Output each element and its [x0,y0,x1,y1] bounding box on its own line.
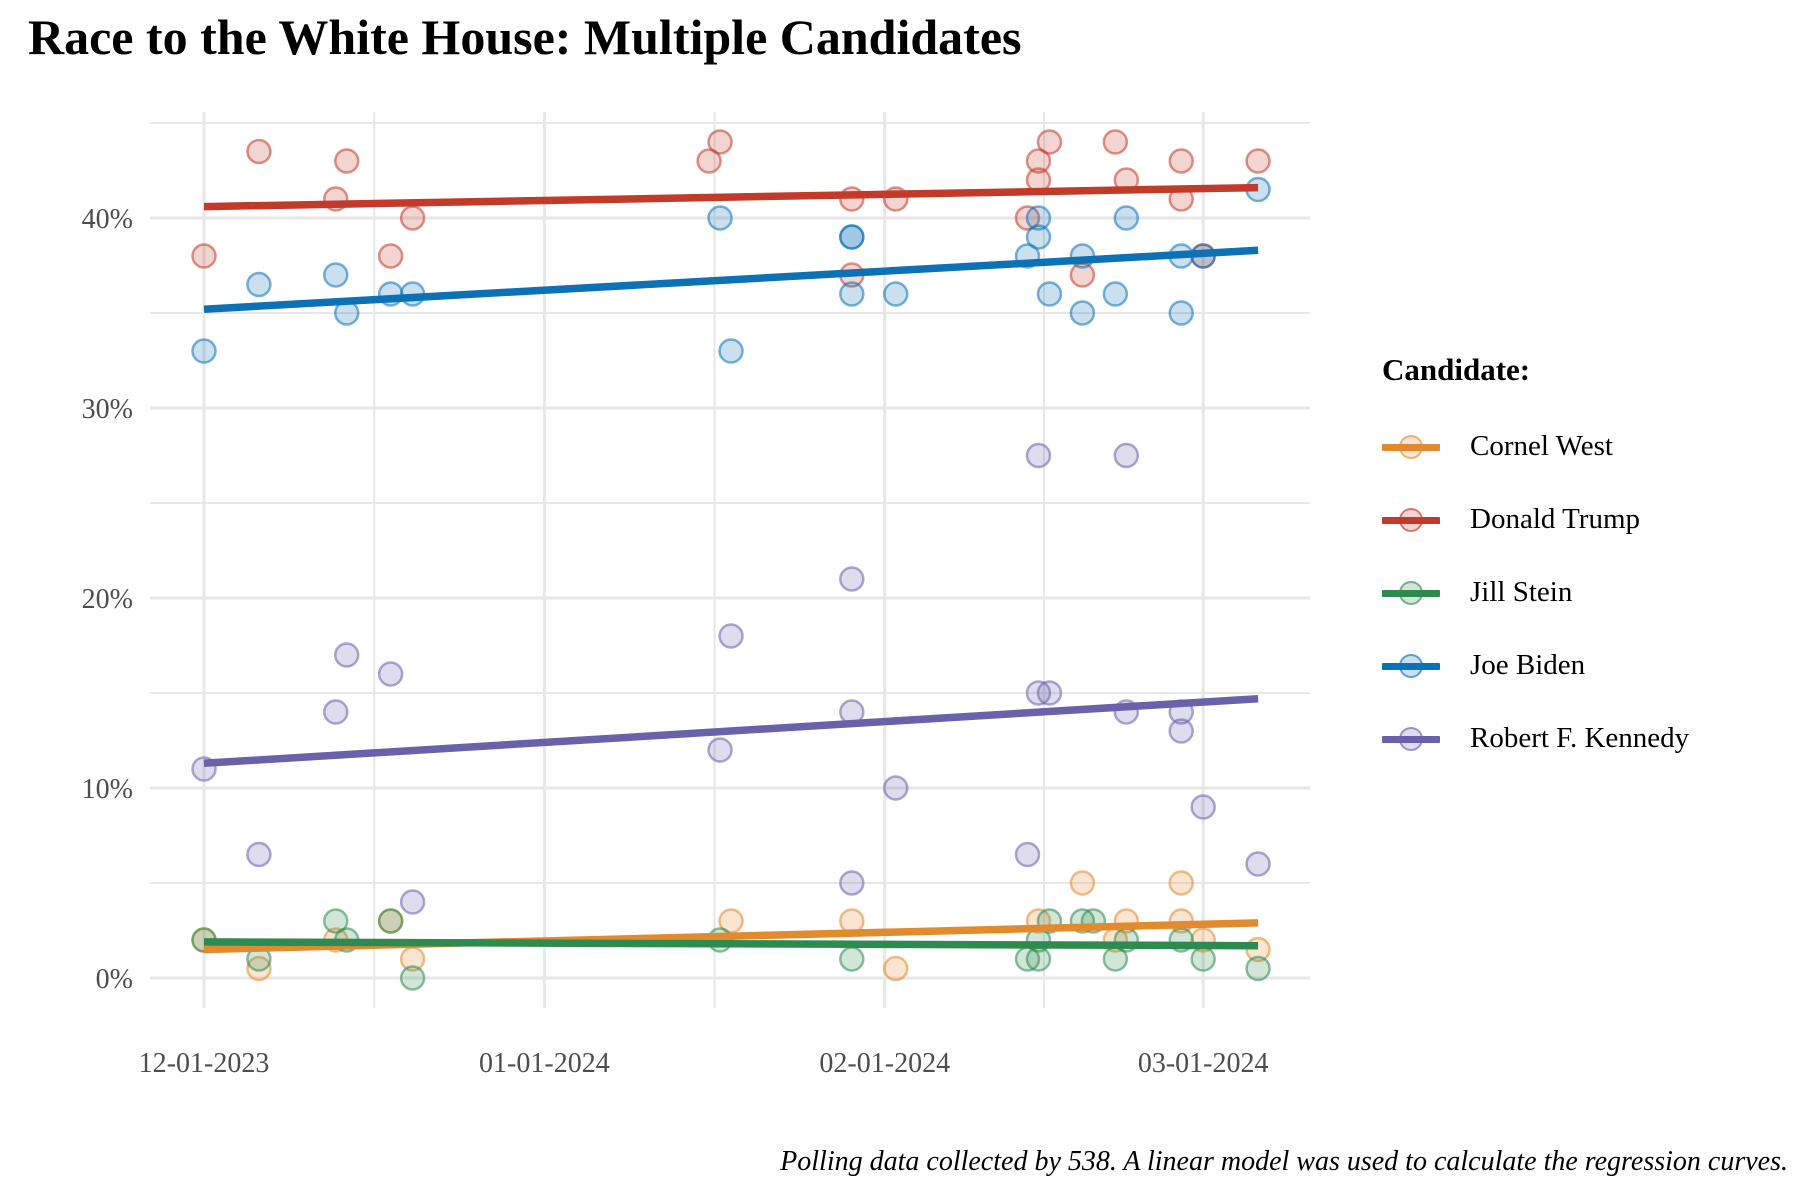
series-points-donald-trump [191,129,1271,288]
y-tick-label: 40% [82,204,133,235]
legend-item-label: Jill Stein [1470,576,1573,608]
y-tick-label: 10% [82,774,133,805]
y-tick-label: 0% [96,964,133,995]
series-points-jill-stein [191,908,1271,991]
chart-caption: Polling data collected by 538. A linear … [780,1146,1788,1177]
legend-item-label: Joe Biden [1470,649,1586,681]
legend-key-icon [1382,726,1440,752]
trend-line-joe-biden [203,246,1259,313]
x-tick-label: 02-01-2024 [819,1048,950,1079]
x-tick-label: 03-01-2024 [1138,1048,1269,1079]
legend-item-label: Robert F. Kennedy [1470,722,1690,754]
legend-key-icon [1382,580,1440,606]
legend-key-icon [1382,653,1440,679]
trend-line-robert-f-kennedy [203,694,1259,768]
chart-legend: Candidate: Cornel West Donald Trump Jill… [1382,352,1792,775]
legend-item: Donald Trump [1382,483,1792,556]
gridlines [150,112,1310,1008]
legend-key-icon [1382,507,1440,533]
legend-item-label: Cornel West [1470,430,1613,462]
poll-trend-chart: 0% 10% 20% 30% 40% 12-01-2023 01-01-2024 02-01-… [82,112,1310,1079]
legend-title: Candidate: [1382,352,1531,387]
legend-item: Joe Biden [1382,629,1792,702]
legend-item-label: Donald Trump [1470,503,1641,535]
y-tick-label: 30% [82,394,133,425]
x-tick-label: 01-01-2024 [479,1048,610,1079]
page-title: Race to the White House: Multiple Candid… [28,9,1022,65]
x-tick-label: 12-01-2023 [139,1048,270,1079]
trend-line-donald-trump [203,183,1259,211]
legend-item: Robert F. Kennedy [1382,702,1792,775]
legend-item: Jill Stein [1382,556,1792,629]
legend-item: Cornel West [1382,410,1792,483]
trend-line-jill-stein [203,938,1259,950]
y-tick-label: 20% [82,584,133,615]
series-points-robert-f-kennedy [191,442,1271,915]
legend-key-icon [1382,434,1440,460]
axis-labels: 0% 10% 20% 30% 40% 12-01-2023 01-01-2024 02-01-… [82,204,1269,1079]
legend-rows: Cornel West Donald Trump Jill Stein Joe … [1382,410,1792,775]
